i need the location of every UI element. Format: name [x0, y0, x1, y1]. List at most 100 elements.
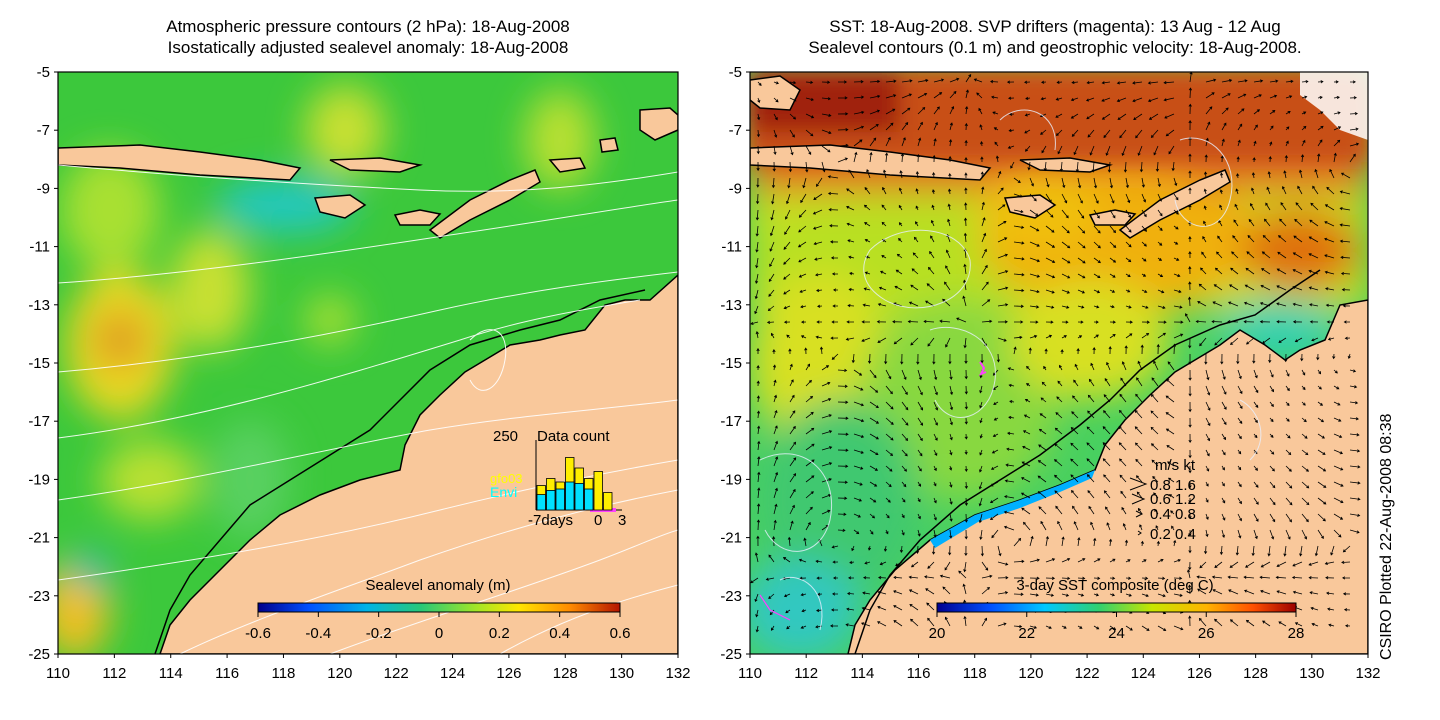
velocity-vector [1013, 257, 1025, 261]
velocity-vector [1325, 303, 1335, 307]
velocity-vector [756, 535, 760, 547]
velocity-vector [1276, 268, 1287, 275]
velocity-vector [1309, 303, 1319, 307]
velocity-vector [949, 77, 960, 83]
velocity-vector [1188, 615, 1192, 627]
velocity-vector [1040, 97, 1047, 101]
velocity-vector [1317, 417, 1325, 423]
velocity-vector [1007, 145, 1015, 149]
velocity-vector [1349, 465, 1361, 469]
velocity-vector [1061, 225, 1070, 234]
velocity-vector [1299, 545, 1303, 557]
right-y-tick-label: -23 [720, 588, 742, 605]
sla-colorbar-tick-label: 0.2 [489, 625, 510, 642]
velocity-vector [1300, 353, 1304, 362]
velocity-vector [1101, 113, 1111, 120]
velocity-vector [1301, 417, 1307, 423]
velocity-vector [1285, 529, 1291, 540]
velocity-vector [869, 449, 879, 455]
velocity-vector [916, 154, 920, 163]
velocity-vector [756, 503, 761, 515]
velocity-vector [773, 440, 778, 451]
velocity-vector [885, 465, 893, 472]
velocity-vector [1188, 187, 1192, 194]
velocity-vector [1267, 545, 1271, 557]
velocity-vector [908, 575, 919, 579]
velocity-vector [917, 78, 929, 83]
velocity-vector [1349, 481, 1361, 485]
velocity-vector [754, 552, 759, 563]
velocity-vector [1023, 414, 1031, 419]
velocity-vector [1333, 126, 1342, 131]
velocity-vector [830, 256, 839, 260]
velocity-vector [755, 193, 760, 205]
velocity-vector [1006, 80, 1015, 84]
coastal-cold-strip [930, 470, 1095, 548]
velocity-vector [846, 222, 855, 227]
velocity-vector [1301, 465, 1310, 472]
velocity-vector [821, 129, 832, 135]
velocity-vector [1057, 380, 1063, 387]
velocity-vector [1237, 401, 1243, 409]
velocity-vector [773, 145, 777, 155]
velocity-vector [1262, 620, 1271, 627]
velocity-vector [1349, 96, 1357, 100]
velocity-vector [1041, 145, 1047, 154]
velocity-vector [1029, 241, 1040, 247]
velocity-vector [1314, 545, 1319, 557]
velocity-vector [862, 303, 871, 307]
velocity-vector [837, 384, 848, 388]
velocity-vector [1188, 401, 1192, 413]
velocity-vector [1172, 343, 1177, 355]
velocity-vector [964, 417, 968, 425]
velocity-vector [773, 113, 778, 121]
velocity-vector [933, 401, 939, 411]
velocity-vector [756, 129, 761, 138]
left-y-tick-label: -25 [28, 646, 50, 663]
velocity-vector [849, 272, 855, 276]
velocity-vector [981, 232, 987, 243]
velocity-vector [1055, 505, 1063, 515]
velocity-vector [1027, 161, 1031, 171]
velocity-vector [1349, 127, 1359, 131]
velocity-vector [1120, 377, 1127, 387]
velocity-vector [1349, 529, 1360, 534]
velocity-vector [917, 465, 922, 472]
left-y-tick-label: -7 [37, 122, 50, 139]
velocity-vector [1137, 360, 1143, 371]
velocity-vector [862, 591, 871, 595]
velocity-vector [1269, 141, 1273, 147]
velocity-vector [846, 188, 855, 195]
velocity-vector [1187, 296, 1192, 307]
velocity-vector [1156, 343, 1160, 355]
velocity-vector [925, 300, 935, 307]
inset-bars [536, 457, 613, 511]
velocity-vector [1301, 449, 1309, 456]
velocity-vector [869, 417, 880, 424]
velocity-vector [917, 369, 922, 381]
islands-left [58, 107, 678, 239]
velocity-vector [1141, 273, 1147, 277]
velocity-vector [1166, 445, 1175, 451]
velocity-vector [981, 217, 986, 227]
velocity-vector [1061, 193, 1068, 204]
velocity-vector [1349, 369, 1357, 373]
velocity-vector [1333, 449, 1344, 455]
velocity-vector [892, 320, 903, 324]
velocity-vector [1292, 269, 1303, 275]
velocity-vector [756, 347, 760, 354]
velocity-vector [1109, 225, 1117, 234]
velocity-vector [848, 169, 855, 179]
velocity-vector [837, 128, 849, 132]
velocity-vector [1077, 257, 1086, 264]
velocity-vector [773, 129, 778, 138]
velocity-vector [847, 304, 855, 308]
velocity-vector [1013, 209, 1024, 214]
velocity-vector [1221, 385, 1227, 395]
velocity-vector [932, 353, 936, 365]
velocity-vector [1021, 477, 1031, 483]
velocity-vector [772, 349, 776, 355]
velocity-vector [805, 475, 815, 483]
velocity-vector [805, 129, 814, 137]
velocity-vector [956, 317, 967, 323]
